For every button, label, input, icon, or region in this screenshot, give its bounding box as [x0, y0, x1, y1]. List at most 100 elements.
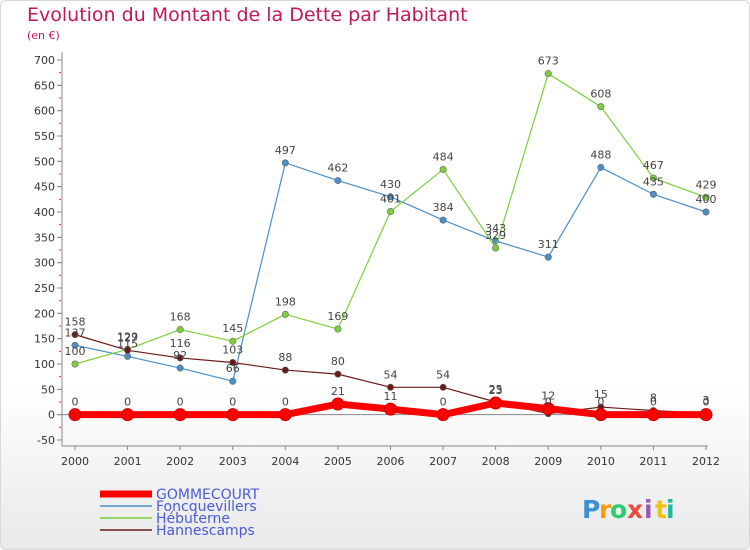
- data-point: [281, 159, 289, 167]
- data-label: 329: [485, 229, 506, 242]
- legend-label: Foncquevillers: [156, 499, 257, 515]
- data-label: 66: [226, 362, 240, 375]
- data-point: [281, 366, 289, 374]
- data-point: [71, 360, 79, 368]
- data-label: 92: [173, 349, 187, 362]
- y-tick-label: 450: [34, 181, 55, 194]
- y-tick-label: 400: [34, 206, 55, 219]
- data-point: [439, 383, 447, 391]
- data-label: 429: [696, 178, 717, 191]
- data-label: 11: [384, 390, 398, 403]
- y-tick-label: -50: [37, 434, 55, 447]
- data-label: 21: [331, 385, 345, 398]
- x-tick-label: 2000: [61, 455, 89, 468]
- y-tick-label: 600: [34, 105, 55, 118]
- data-label: 25: [489, 383, 503, 396]
- data-label: 0: [703, 396, 710, 409]
- data-label: 435: [643, 175, 664, 188]
- legend-label: GOMMECOURT: [156, 487, 260, 503]
- data-label: 608: [590, 88, 611, 101]
- data-point: [702, 193, 710, 201]
- y-tick-label: 650: [34, 79, 55, 92]
- logo-letter: r: [599, 495, 612, 524]
- logo-letter: i: [644, 495, 653, 524]
- data-point: [594, 408, 608, 422]
- data-label: 103: [222, 343, 243, 356]
- data-point: [173, 408, 187, 422]
- x-tick-label: 2005: [324, 455, 352, 468]
- data-label: 343: [485, 222, 506, 235]
- x-tick-label: 2001: [114, 455, 142, 468]
- data-point: [597, 163, 605, 171]
- data-label: 384: [433, 201, 454, 214]
- data-label: 158: [65, 316, 86, 329]
- data-label: 116: [170, 337, 191, 350]
- data-point: [649, 190, 657, 198]
- data-point: [541, 402, 555, 416]
- data-label: 0: [650, 396, 657, 409]
- data-label: 430: [380, 178, 401, 191]
- data-label: 0: [229, 396, 236, 409]
- data-point: [229, 337, 237, 345]
- data-label: 8: [650, 392, 657, 405]
- data-label: 169: [327, 310, 348, 323]
- data-point: [439, 216, 447, 224]
- data-label: 0: [597, 396, 604, 409]
- data-point: [71, 341, 79, 349]
- chart-subtitle: (en €): [27, 29, 60, 42]
- data-label: 488: [590, 148, 611, 161]
- data-point: [229, 377, 237, 385]
- data-point: [124, 346, 132, 354]
- data-label: 12: [541, 390, 555, 403]
- data-label: 400: [696, 193, 717, 206]
- data-label: 0: [124, 396, 131, 409]
- data-label: 129: [117, 330, 138, 343]
- data-point: [386, 207, 394, 215]
- data-point: [649, 174, 657, 182]
- x-tick-label: 2007: [429, 455, 457, 468]
- data-label: 137: [65, 326, 86, 339]
- data-label: 115: [117, 337, 138, 350]
- legend-label: Hébuterne: [156, 511, 230, 527]
- data-point: [544, 70, 552, 78]
- data-label: 0: [282, 396, 289, 409]
- y-tick-label: 550: [34, 130, 55, 143]
- data-label: 401: [380, 192, 401, 205]
- x-tick-label: 2004: [271, 455, 299, 468]
- data-point: [544, 253, 552, 261]
- data-point: [176, 354, 184, 362]
- data-label: 168: [170, 311, 191, 324]
- logo-letter: i: [666, 495, 675, 524]
- x-tick-label: 2010: [587, 455, 615, 468]
- data-label: 311: [538, 238, 559, 251]
- data-point: [384, 402, 397, 416]
- data-point: [281, 310, 289, 318]
- x-tick-label: 2003: [219, 455, 247, 468]
- x-tick-label: 2008: [482, 455, 510, 468]
- data-label: 462: [327, 162, 348, 175]
- data-point: [176, 326, 184, 334]
- data-label: 198: [275, 295, 296, 308]
- data-point: [124, 352, 132, 360]
- y-tick-label: 50: [41, 383, 55, 396]
- data-point: [68, 408, 82, 422]
- data-label: 88: [278, 351, 292, 364]
- y-tick-label: 150: [34, 333, 55, 346]
- data-point: [278, 408, 292, 422]
- logo-letter: o: [610, 495, 627, 524]
- y-tick-label: 350: [34, 231, 55, 244]
- data-point: [646, 408, 660, 422]
- data-label: 127: [117, 331, 138, 344]
- data-point: [71, 331, 79, 339]
- data-label: 0: [440, 396, 447, 409]
- data-label: 15: [594, 388, 608, 401]
- x-tick-label: 2002: [166, 455, 194, 468]
- data-point: [439, 165, 447, 173]
- data-label: 23: [489, 384, 503, 397]
- data-label: 54: [436, 368, 450, 381]
- data-point: [334, 370, 342, 378]
- data-label: 145: [222, 322, 243, 335]
- data-point: [597, 103, 605, 111]
